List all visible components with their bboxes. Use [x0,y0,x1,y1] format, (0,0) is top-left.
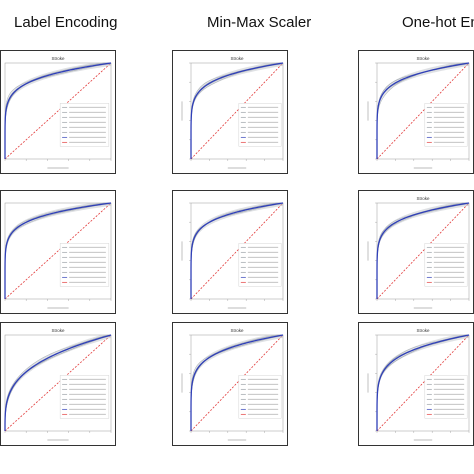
roc-panel-r2c2 [172,190,288,314]
roc-panel-r1c2: Stroke [172,50,288,174]
roc-mean-curve [4,62,112,160]
panel-title: Stroke [51,328,65,333]
roc-chart-svg: Stroke [367,196,470,309]
roc-panel-r2c1 [0,190,116,314]
chance-diagonal-line [190,62,284,160]
chance-diagonal-line [4,62,112,160]
roc-chart-svg [181,202,284,309]
roc-chart-svg: Stroke [4,328,112,441]
roc-chart-svg: Stroke [367,328,470,441]
roc-mean-curve [190,202,284,300]
roc-std-band [377,335,469,431]
panel-title: Stroke [230,56,244,61]
chance-diagonal-line [190,334,284,432]
roc-fold-curve [190,334,283,432]
chance-diagonal-line [376,334,470,432]
header-label-encoding: Label Encoding [14,14,118,31]
roc-chart-svg: Stroke [181,56,284,169]
chance-diagonal-line [376,62,470,160]
roc-panel-r3c2: Stroke [172,322,288,446]
roc-mean-curve [190,62,284,160]
panel-title: Stroke [416,196,430,201]
header-min-max-scaler: Min-Max Scaler [207,14,312,31]
plot-frame [376,334,470,432]
roc-mean-curve [376,62,470,160]
roc-chart-svg [4,202,112,309]
roc-panel-r2c3: Stroke [358,190,474,314]
legend-box [59,243,110,287]
plot-frame [190,334,284,432]
panel-title: Stroke [416,56,430,61]
roc-chart-svg: Stroke [181,328,284,441]
legend-box [424,375,468,419]
roc-std-band [5,335,111,431]
roc-mean-curve [4,202,112,300]
chance-diagonal-line [4,202,112,300]
legend-box [238,103,282,147]
roc-panel-r1c3: Stroke [358,50,474,174]
header-one-hot-encoding: One-hot Enc [402,14,474,31]
plot-frame [4,62,112,160]
roc-mean-curve [190,334,284,432]
legend-box [59,103,110,147]
legend-box [424,243,468,287]
roc-panel-r3c3: Stroke [358,322,474,446]
roc-panel-r1c1: Stroke [0,50,116,174]
roc-fold-curve [376,335,470,431]
roc-mean-curve [376,202,470,300]
legend-box [59,375,110,419]
roc-fold-curve [4,335,112,431]
roc-mean-curve [4,334,112,432]
roc-chart-svg: Stroke [367,56,470,169]
panel-title: Stroke [51,56,65,61]
plot-frame [4,334,112,432]
legend-box [238,375,282,419]
plot-frame [190,62,284,160]
roc-fold-curve [4,62,111,160]
chance-diagonal-line [376,202,470,300]
chance-diagonal-line [190,202,284,300]
roc-panel-r3c1: Stroke [0,322,116,446]
legend-box [424,103,468,147]
panel-title: Stroke [230,328,244,333]
legend-box [238,243,282,287]
roc-mean-curve [376,334,470,432]
chance-diagonal-line [4,334,112,432]
roc-chart-svg: Stroke [4,56,112,169]
panel-title: Stroke [416,328,430,333]
